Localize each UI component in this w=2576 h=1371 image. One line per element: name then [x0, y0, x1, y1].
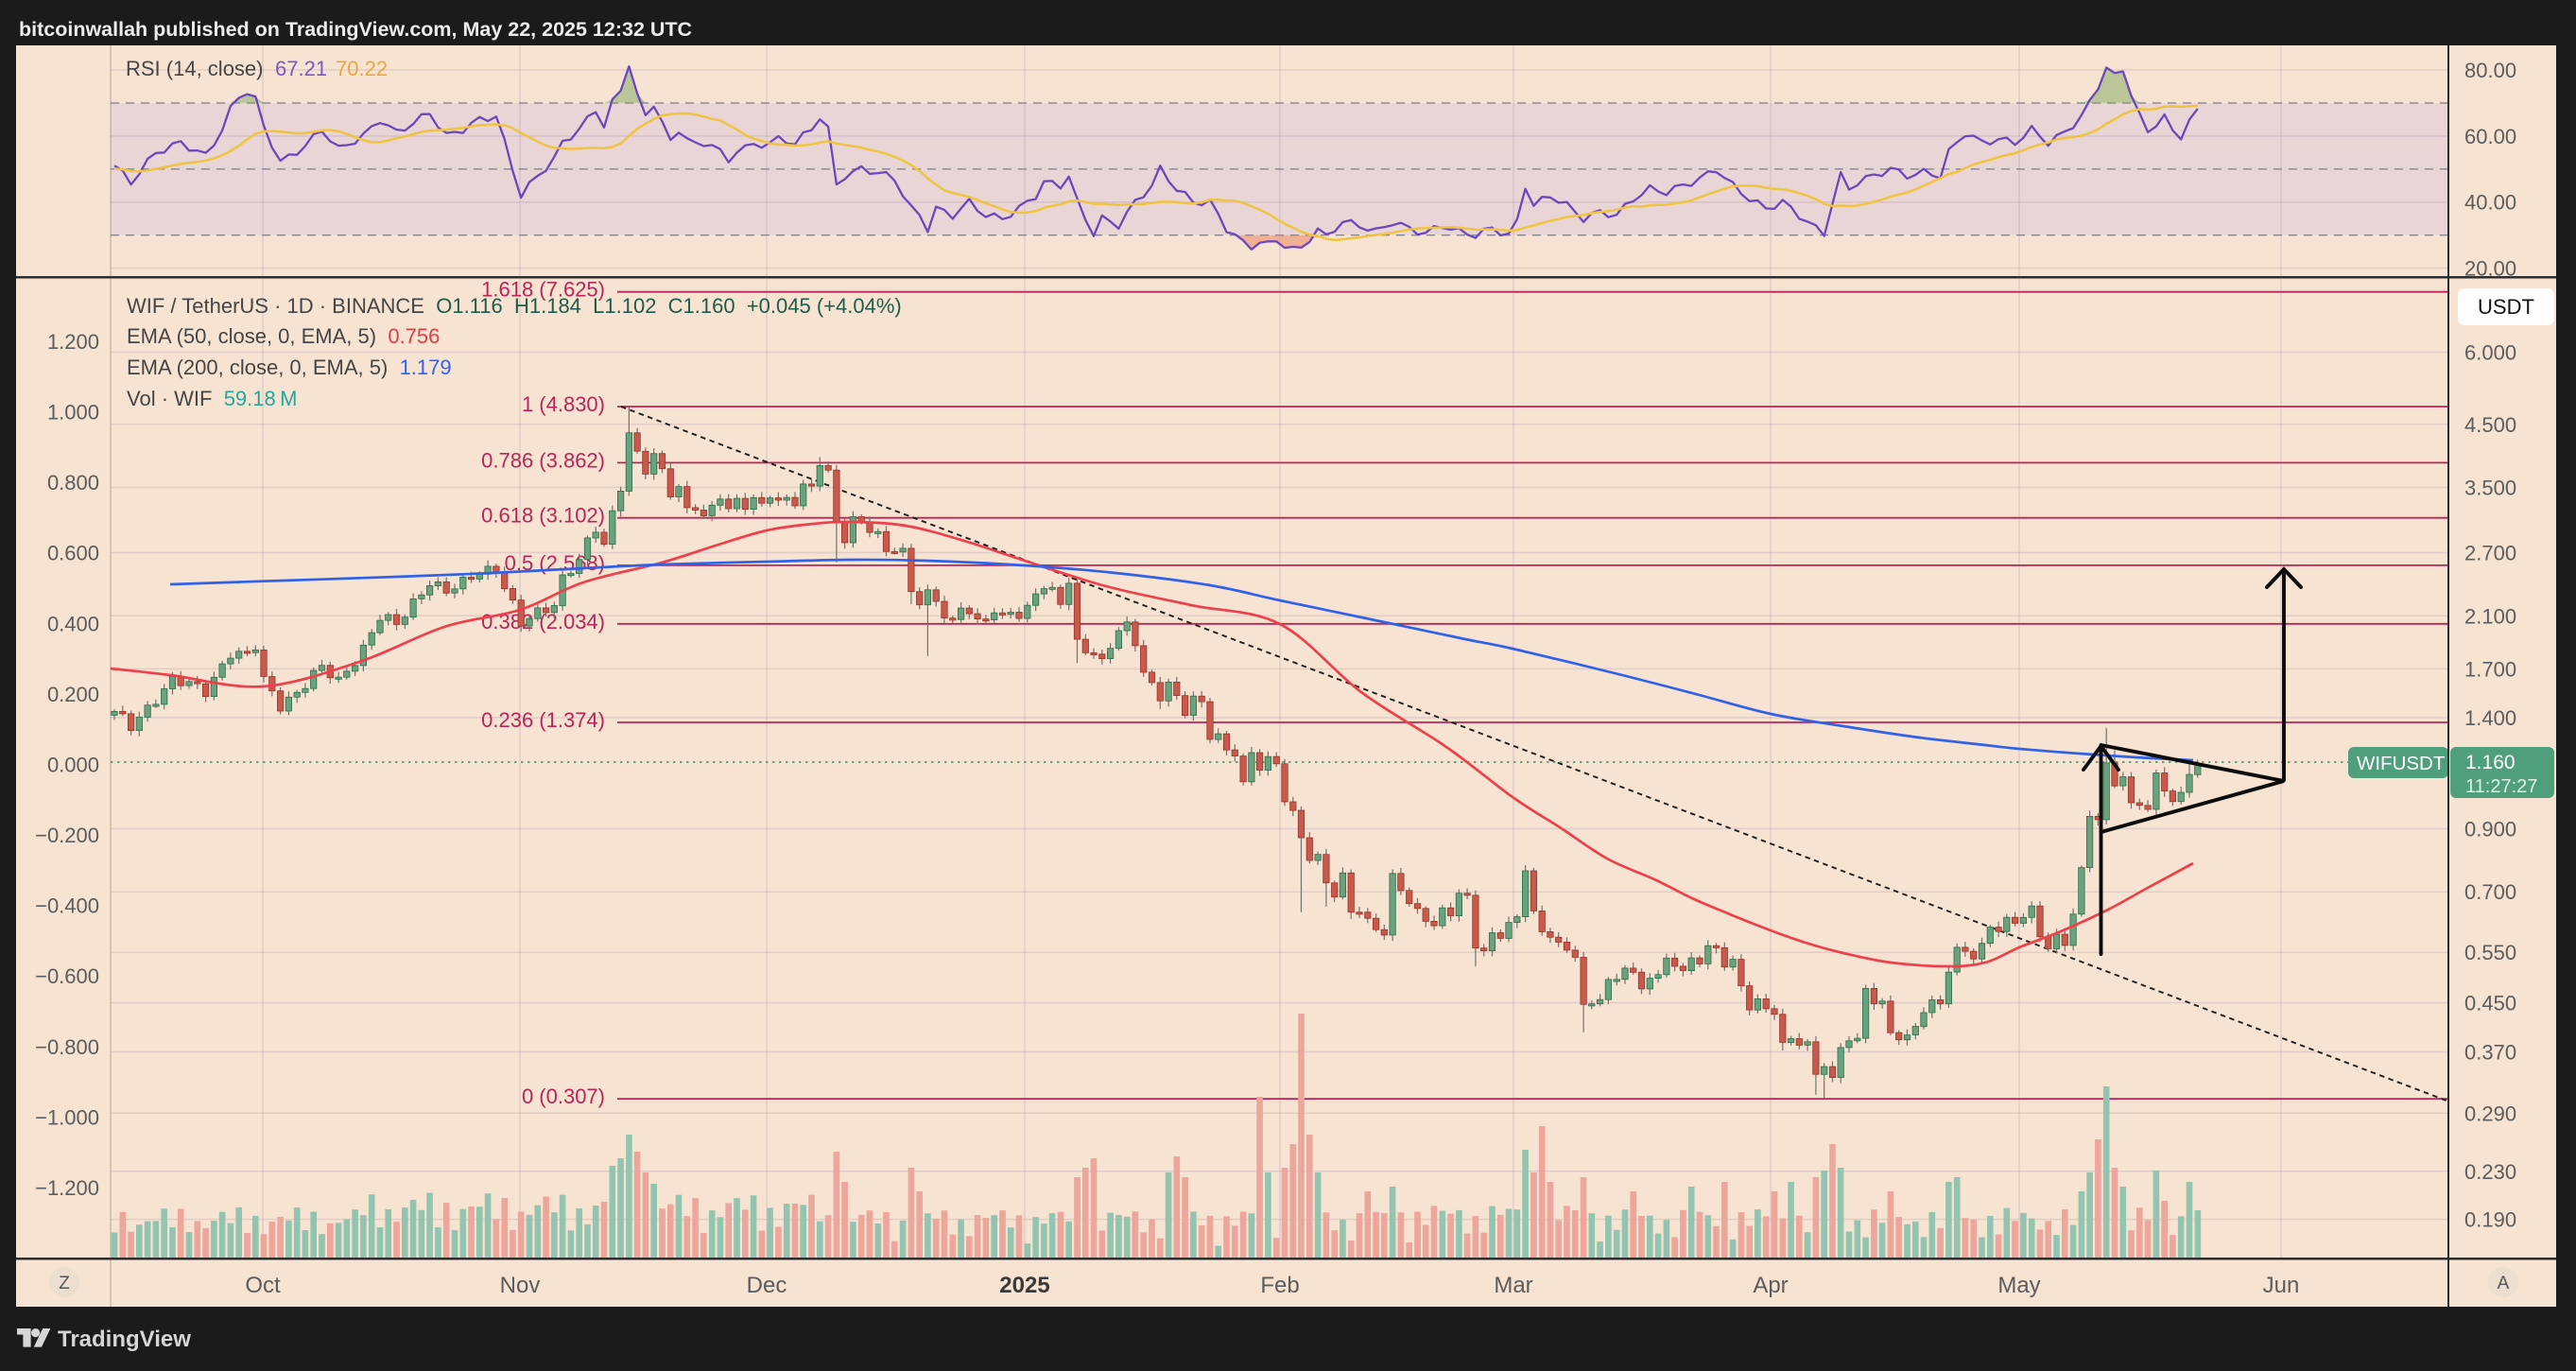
svg-text:EMA (50, close, 0, EMA, 5) 0.: EMA (50, close, 0, EMA, 5) 0.756	[127, 324, 440, 348]
svg-text:1.400: 1.400	[2464, 706, 2516, 730]
svg-text:0.230: 0.230	[2464, 1160, 2516, 1184]
svg-text:40.00: 40.00	[2464, 191, 2516, 215]
svg-text:Oct: Oct	[245, 1273, 281, 1298]
svg-text:70.22: 70.22	[336, 57, 388, 80]
svg-text:67.21: 67.21	[275, 57, 327, 80]
svg-text:Jun: Jun	[2263, 1273, 2300, 1298]
svg-text:0.200: 0.200	[47, 683, 99, 706]
svg-text:2025: 2025	[999, 1273, 1049, 1298]
svg-text:0.900: 0.900	[2464, 817, 2516, 841]
svg-text:USDT: USDT	[2478, 295, 2534, 319]
svg-text:0.382 (2.034): 0.382 (2.034)	[481, 610, 605, 633]
svg-text:bitcoinwallah published on Tra: bitcoinwallah published on TradingView.c…	[19, 18, 692, 41]
svg-text:0.786 (3.862): 0.786 (3.862)	[481, 448, 605, 472]
svg-text:0.290: 0.290	[2464, 1102, 2516, 1125]
svg-text:Feb: Feb	[1260, 1273, 1299, 1298]
svg-text:WIFUSDT: WIFUSDT	[2357, 753, 2446, 774]
svg-text:0.236 (1.374): 0.236 (1.374)	[481, 708, 605, 732]
svg-text:1 (4.830): 1 (4.830)	[522, 392, 605, 416]
svg-text:A: A	[2498, 1274, 2510, 1293]
svg-text:0 (0.307): 0 (0.307)	[522, 1085, 605, 1108]
svg-text:0.400: 0.400	[47, 612, 99, 635]
svg-text:−0.400: −0.400	[35, 894, 99, 918]
svg-text:0.190: 0.190	[2464, 1208, 2516, 1232]
svg-text:80.00: 80.00	[2464, 59, 2516, 82]
svg-text:4.500: 4.500	[2464, 413, 2516, 437]
svg-text:RSI (14, close): RSI (14, close)	[126, 57, 264, 80]
svg-text:0.618 (3.102): 0.618 (3.102)	[481, 504, 605, 528]
svg-text:1.618 (7.625): 1.618 (7.625)	[481, 278, 605, 302]
svg-text:6.000: 6.000	[2464, 340, 2516, 364]
svg-text:TradingView: TradingView	[58, 1327, 191, 1352]
svg-text:−0.200: −0.200	[35, 824, 99, 847]
svg-text:0.000: 0.000	[47, 754, 99, 777]
svg-text:60.00: 60.00	[2464, 125, 2516, 148]
svg-text:Vol · WIF 59.18 M: Vol · WIF 59.18 M	[127, 387, 297, 410]
svg-text:3.500: 3.500	[2464, 477, 2516, 500]
svg-text:−0.800: −0.800	[35, 1035, 99, 1059]
svg-text:0.550: 0.550	[2464, 941, 2516, 964]
svg-text:0.450: 0.450	[2464, 992, 2516, 1015]
svg-text:1.200: 1.200	[47, 330, 99, 354]
svg-text:−0.600: −0.600	[35, 964, 99, 988]
svg-text:11:27:27: 11:27:27	[2465, 776, 2537, 797]
svg-text:EMA (200, close, 0, EMA, 5) 1: EMA (200, close, 0, EMA, 5) 1.179	[127, 356, 452, 379]
svg-text:2.100: 2.100	[2464, 604, 2516, 628]
svg-text:0.370: 0.370	[2464, 1041, 2516, 1065]
svg-text:1.700: 1.700	[2464, 657, 2516, 681]
svg-text:Mar: Mar	[1494, 1273, 1532, 1298]
svg-text:2.700: 2.700	[2464, 542, 2516, 565]
svg-text:Apr: Apr	[1753, 1273, 1788, 1298]
svg-text:Z: Z	[59, 1274, 70, 1293]
svg-text:0.800: 0.800	[47, 471, 99, 495]
svg-text:−1.200: −1.200	[35, 1176, 99, 1200]
svg-text:−1.000: −1.000	[35, 1105, 99, 1129]
svg-text:0.700: 0.700	[2464, 880, 2516, 904]
svg-text:1.160: 1.160	[2465, 752, 2515, 773]
svg-text:WIF / TetherUS · 1D · BINANCE: WIF / TetherUS · 1D · BINANCE O1.116 H1.…	[127, 294, 902, 318]
svg-text:May: May	[1997, 1273, 2040, 1298]
svg-text:1.000: 1.000	[47, 401, 99, 425]
svg-text:0.600: 0.600	[47, 542, 99, 565]
svg-text:Nov: Nov	[500, 1273, 541, 1298]
svg-text:Dec: Dec	[747, 1273, 787, 1298]
